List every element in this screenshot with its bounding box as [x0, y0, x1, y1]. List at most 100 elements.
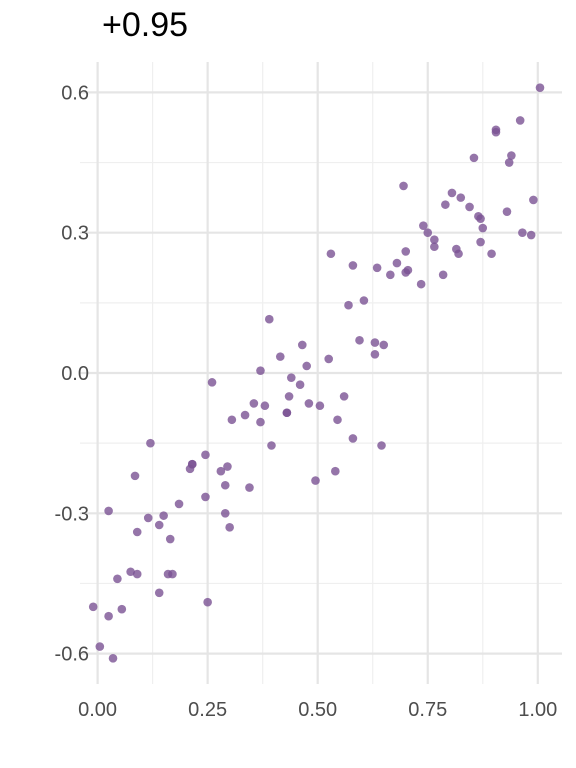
data-point: [282, 408, 292, 418]
data-point: [168, 569, 177, 579]
data-point: [515, 116, 525, 125]
data-point: [331, 466, 340, 476]
data-point: [386, 270, 395, 280]
data-point: [113, 574, 122, 584]
data-point: [117, 604, 127, 614]
data-point: [507, 151, 516, 160]
data-point: [264, 314, 274, 324]
data-point: [165, 534, 175, 544]
data-point: [502, 207, 512, 216]
data-point: [240, 410, 250, 420]
x-tick-label: 0.50: [298, 699, 337, 721]
y-tick-label: 0.6: [61, 82, 89, 104]
data-point: [392, 258, 402, 268]
y-tick-label: -0.6: [55, 644, 89, 666]
data-point: [130, 471, 140, 481]
data-point: [227, 415, 237, 425]
data-point: [220, 480, 230, 490]
data-point: [487, 249, 496, 259]
data-point: [416, 279, 426, 289]
data-point: [469, 153, 479, 163]
data-point: [476, 237, 485, 247]
data-point: [379, 340, 389, 350]
data-point: [154, 520, 164, 530]
data-point: [174, 499, 184, 509]
data-point: [370, 349, 380, 359]
data-point: [95, 642, 105, 651]
data-point: [476, 214, 485, 223]
data-point: [143, 513, 153, 523]
data-point: [256, 366, 265, 375]
data-point: [430, 242, 439, 252]
data-point: [359, 296, 369, 305]
data-point: [223, 462, 232, 471]
data-point: [104, 611, 113, 621]
data-point: [370, 338, 380, 347]
x-tick-label: 0.00: [78, 699, 117, 721]
data-point: [372, 263, 382, 273]
data-point: [344, 300, 353, 310]
data-point: [260, 401, 270, 411]
data-point: [315, 401, 325, 411]
data-point: [333, 415, 342, 425]
data-point: [348, 434, 358, 443]
data-point: [430, 235, 439, 245]
data-point: [245, 483, 254, 492]
data-point: [529, 195, 538, 205]
data-point: [154, 588, 164, 598]
data-point: [535, 83, 545, 93]
data-point: [518, 228, 527, 237]
data-point: [401, 247, 411, 256]
data-point: [126, 567, 135, 577]
data-point: [447, 188, 457, 198]
data-point: [302, 361, 311, 371]
data-point: [132, 527, 142, 537]
data-point: [326, 249, 336, 259]
data-point: [207, 378, 217, 387]
data-point: [295, 380, 305, 389]
data-point: [438, 270, 448, 280]
data-point: [187, 459, 197, 469]
y-tick-label: 0.0: [61, 363, 89, 385]
y-tick-label: 0.3: [61, 223, 89, 245]
data-point: [311, 476, 320, 485]
data-point: [249, 399, 259, 408]
data-point: [220, 509, 230, 518]
data-point: [284, 392, 294, 401]
data-point: [146, 438, 155, 448]
data-point: [267, 441, 276, 450]
data-point: [348, 261, 358, 270]
data-point: [419, 221, 428, 230]
data-point: [304, 399, 314, 408]
data-point: [201, 492, 210, 502]
y-tick-label: -0.3: [55, 503, 89, 525]
data-point: [104, 506, 113, 516]
data-point: [355, 335, 364, 345]
x-tick-label: 0.25: [188, 699, 227, 721]
data-point: [108, 653, 118, 663]
data-point: [225, 523, 234, 532]
data-point: [456, 193, 466, 202]
data-point: [377, 441, 386, 450]
data-point: [203, 597, 212, 607]
data-point: [324, 354, 334, 364]
data-point: [297, 340, 307, 350]
data-point: [454, 249, 463, 259]
data-points: [88, 83, 545, 663]
major-gridlines: [80, 62, 562, 684]
data-point: [478, 223, 488, 233]
y-axis-tick-labels: -0.6 -0.3 0.0 0.3 0.6: [55, 82, 89, 665]
data-point: [403, 265, 413, 275]
data-point: [132, 569, 142, 579]
data-point: [504, 158, 514, 167]
data-point: [159, 511, 168, 520]
data-point: [339, 392, 349, 401]
chart-title: +0.95: [102, 6, 189, 44]
x-tick-label: 0.75: [408, 699, 447, 721]
data-point: [465, 202, 474, 212]
data-point: [256, 417, 265, 427]
data-point: [441, 200, 450, 209]
data-point: [286, 373, 296, 382]
data-point: [423, 228, 433, 237]
